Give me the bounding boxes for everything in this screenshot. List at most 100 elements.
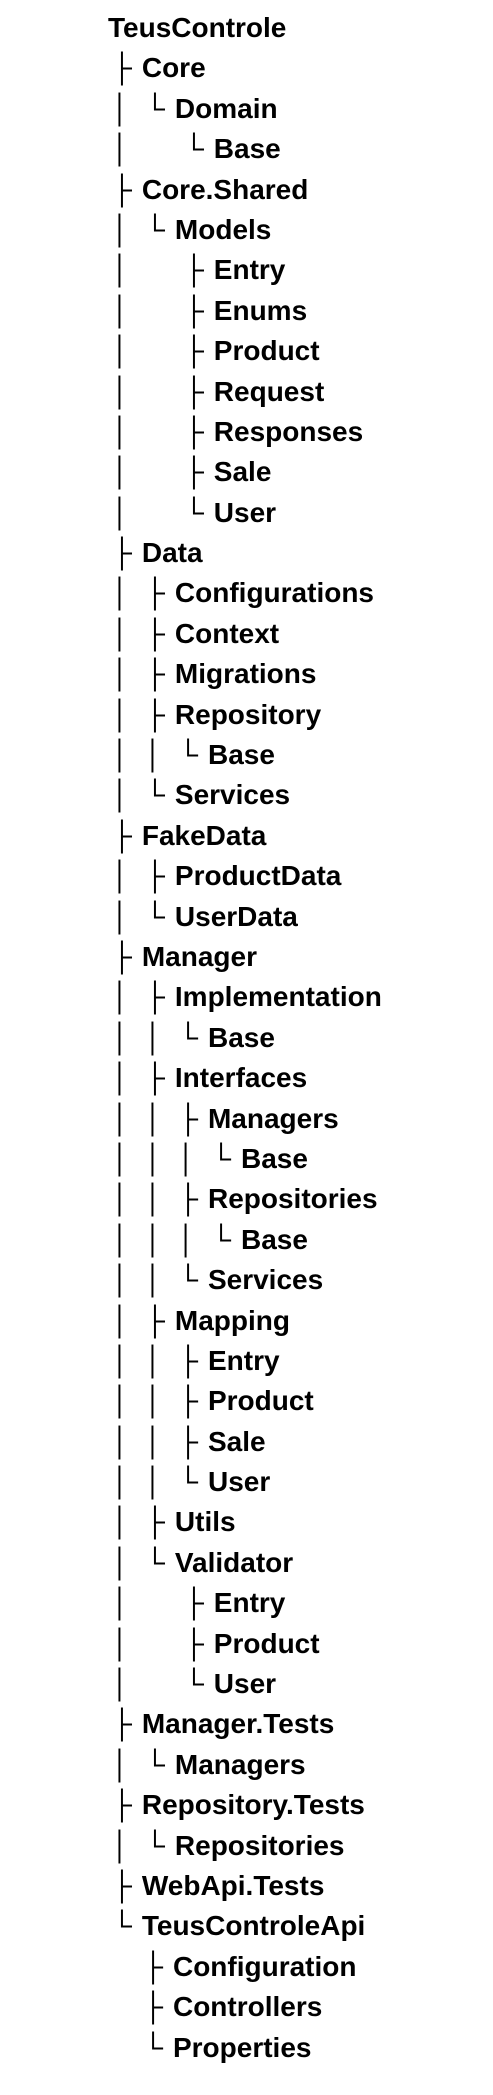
tree-folder-label: Utils xyxy=(174,1506,236,1538)
tree-branch-connector: │ ├ xyxy=(112,617,165,649)
tree-branch-connector: ├ xyxy=(112,1708,132,1740)
tree-branch-connector: ├ xyxy=(112,52,132,84)
tree-row: │ ├ Mapping xyxy=(0,1301,493,1341)
tree-folder-label: Domain xyxy=(174,92,278,124)
tree-folder-label: Repositories xyxy=(174,1829,345,1861)
tree-row: └ TeusControleApi xyxy=(0,1906,493,1946)
tree-branch-connector: │ ├ xyxy=(112,981,165,1013)
tree-folder-label: Services xyxy=(174,779,291,811)
tree-row: │ ├ Migrations xyxy=(0,654,493,694)
tree-row: │ │ └ Services xyxy=(0,1260,493,1300)
tree-folder-label: Base xyxy=(213,133,281,165)
tree-row: │ ├ Utils xyxy=(0,1502,493,1542)
tree-folder-label: ProductData xyxy=(174,860,342,892)
tree-folder-label: Entry xyxy=(213,1587,286,1619)
tree-branch-connector: ├ xyxy=(112,940,132,972)
tree-folder-label: Repository xyxy=(174,698,322,730)
tree-row: │ ├ Entry xyxy=(0,1583,493,1623)
tree-branch-connector: │ └ xyxy=(112,1668,204,1700)
tree-branch-connector: ├ xyxy=(112,1991,163,2023)
tree-branch-connector: │ └ xyxy=(112,900,165,932)
tree-branch-connector: │ └ xyxy=(112,1546,165,1578)
tree-folder-label: Base xyxy=(241,1223,308,1255)
tree-branch-connector: │ ├ xyxy=(112,577,165,609)
tree-branch-connector: └ xyxy=(112,2031,163,2063)
tree-folder-label: Mapping xyxy=(174,1304,290,1336)
tree-row: │ ├ Entry xyxy=(0,250,493,290)
tree-branch-connector: │ │ │ └ xyxy=(112,1142,232,1174)
tree-row: │ │ └ Base xyxy=(0,735,493,775)
tree-branch-connector: │ └ xyxy=(112,779,165,811)
tree-folder-label: Request xyxy=(213,375,325,407)
tree-row: ├ WebApi.Tests xyxy=(0,1866,493,1906)
tree-folder-label: Implementation xyxy=(174,981,382,1013)
tree-folder-label: Base xyxy=(207,1021,275,1053)
tree-row: │ └ Models xyxy=(0,210,493,250)
tree-folder-label: Repository.Tests xyxy=(141,1789,365,1821)
tree-branch-connector: │ ├ xyxy=(112,860,165,892)
tree-folder-label: Core xyxy=(141,52,206,84)
tree-branch-connector: │ │ ├ xyxy=(112,1425,198,1457)
tree-row: │ ├ Responses xyxy=(0,412,493,452)
tree-branch-connector: │ │ │ └ xyxy=(112,1223,232,1255)
tree-folder-label: FakeData xyxy=(141,819,267,851)
tree-row: ├ FakeData xyxy=(0,816,493,856)
tree-row: ├ Repository.Tests xyxy=(0,1785,493,1825)
tree-row: │ │ ├ Entry xyxy=(0,1341,493,1381)
tree-row: │ ├ Enums xyxy=(0,291,493,331)
tree-folder-label: Configurations xyxy=(174,577,374,609)
tree-branch-connector: │ │ └ xyxy=(112,1021,198,1053)
tree-folder-label: Entry xyxy=(213,254,286,286)
tree-row: │ └ Repositories xyxy=(0,1826,493,1866)
tree-row: │ └ User xyxy=(0,493,493,533)
tree-branch-connector: │ ├ xyxy=(112,658,165,690)
tree-branch-connector: │ ├ xyxy=(112,456,204,488)
tree-folder-label: TeusControleApi xyxy=(141,1910,366,1942)
tree-folder-label: Product xyxy=(213,1627,320,1659)
tree-folder-label: Manager xyxy=(141,940,257,972)
tree-row: │ ├ Request xyxy=(0,372,493,412)
tree-folder-label: Enums xyxy=(213,294,308,326)
tree-branch-connector: │ └ xyxy=(112,133,204,165)
tree-row: │ └ Base xyxy=(0,129,493,169)
tree-row: │ ├ Implementation xyxy=(0,977,493,1017)
tree-folder-label: Sale xyxy=(213,456,272,488)
tree-folder-label: User xyxy=(213,496,277,528)
tree-branch-connector: │ └ xyxy=(112,1829,165,1861)
tree-row: │ │ └ User xyxy=(0,1462,493,1502)
tree-folder-label: Properties xyxy=(172,2031,312,2063)
tree-folder-label: Services xyxy=(207,1264,324,1296)
tree-branch-connector: │ ├ xyxy=(112,254,204,286)
tree-folder-label: Controllers xyxy=(172,1991,323,2023)
tree-row: │ │ ├ Repositories xyxy=(0,1179,493,1219)
tree-folder-label: Manager.Tests xyxy=(141,1708,335,1740)
tree-branch-connector: ├ xyxy=(112,173,132,205)
tree-row: ├ Manager xyxy=(0,937,493,977)
tree-row: ├ Controllers xyxy=(0,1987,493,2027)
tree-branch-connector: │ ├ xyxy=(112,415,204,447)
tree-folder-label: WebApi.Tests xyxy=(141,1869,325,1901)
tree-folder-label: User xyxy=(207,1466,271,1498)
tree-row: ├ Core xyxy=(0,48,493,88)
tree-row: │ ├ Product xyxy=(0,1624,493,1664)
tree-row: │ └ Services xyxy=(0,775,493,815)
tree-branch-connector: │ │ └ xyxy=(112,1466,198,1498)
tree-row: │ └ Managers xyxy=(0,1745,493,1785)
tree-branch-connector: │ └ xyxy=(112,1748,165,1780)
tree-branch-connector: │ │ ├ xyxy=(112,1102,198,1134)
tree-row: │ ├ Repository xyxy=(0,695,493,735)
tree-folder-label: Repositories xyxy=(207,1183,378,1215)
tree-folder-label: Managers xyxy=(207,1102,339,1134)
tree-branch-connector: │ ├ xyxy=(112,335,204,367)
tree-branch-connector: │ ├ xyxy=(112,375,204,407)
tree-folder-label: Validator xyxy=(174,1546,294,1578)
tree-row: │ ├ ProductData xyxy=(0,856,493,896)
tree-folder-label: Core.Shared xyxy=(141,173,309,205)
tree-branch-connector: ├ xyxy=(112,819,132,851)
tree-row: │ ├ Context xyxy=(0,614,493,654)
tree-row: ├ Configuration xyxy=(0,1947,493,1987)
tree-folder-label: Interfaces xyxy=(174,1062,308,1094)
tree-branch-connector: │ │ ├ xyxy=(112,1344,198,1376)
tree-row: │ │ ├ Product xyxy=(0,1381,493,1421)
tree-row: │ └ UserData xyxy=(0,897,493,937)
